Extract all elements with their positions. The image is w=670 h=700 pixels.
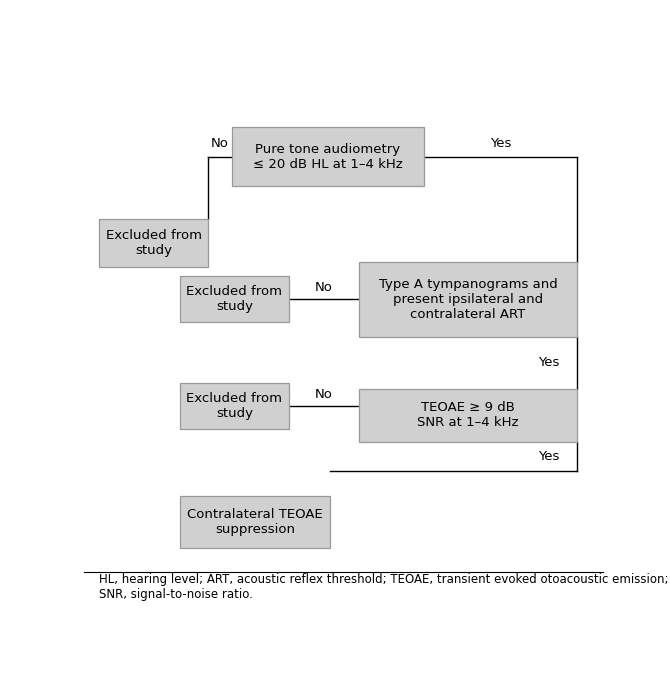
Text: No: No [315,281,333,294]
FancyBboxPatch shape [180,383,289,429]
Text: Excluded from
study: Excluded from study [186,286,282,314]
FancyBboxPatch shape [232,127,424,186]
Text: HL, hearing level; ART, acoustic reflex threshold; TEOAE, transient evoked otoac: HL, hearing level; ART, acoustic reflex … [99,573,669,601]
Text: No: No [211,136,229,150]
Text: Yes: Yes [490,136,511,150]
Text: Yes: Yes [538,450,559,463]
Text: No: No [315,388,333,400]
Text: TEOAE ≥ 9 dB
SNR at 1–4 kHz: TEOAE ≥ 9 dB SNR at 1–4 kHz [417,402,519,430]
Text: Excluded from
study: Excluded from study [186,392,282,420]
FancyBboxPatch shape [180,496,330,547]
Text: Type A tympanograms and
present ipsilateral and
contralateral ART: Type A tympanograms and present ipsilate… [379,278,557,321]
FancyBboxPatch shape [359,262,577,337]
Text: Pure tone audiometry
≤ 20 dB HL at 1–4 kHz: Pure tone audiometry ≤ 20 dB HL at 1–4 k… [253,143,403,171]
Text: Yes: Yes [538,356,559,370]
Text: Excluded from
study: Excluded from study [106,229,202,257]
FancyBboxPatch shape [359,389,577,442]
FancyBboxPatch shape [99,218,208,267]
Text: Contralateral TEOAE
suppression: Contralateral TEOAE suppression [187,508,323,536]
FancyBboxPatch shape [180,276,289,322]
